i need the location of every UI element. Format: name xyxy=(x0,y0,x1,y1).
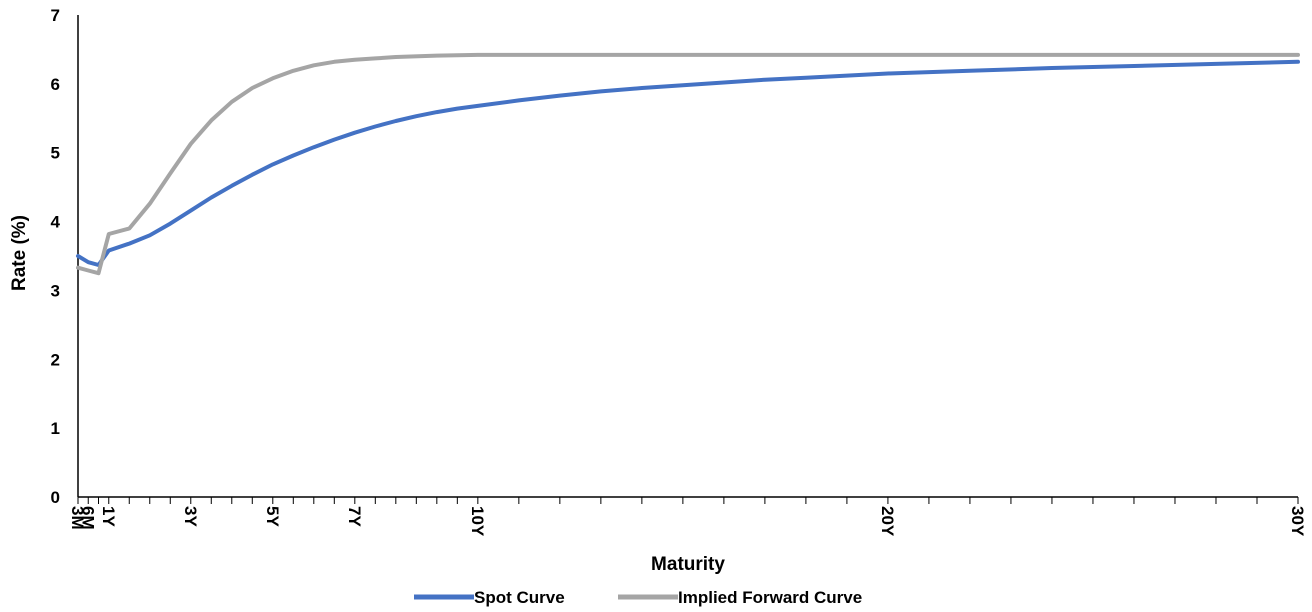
x-tick-label: 20Y xyxy=(878,506,897,537)
y-tick-label: 1 xyxy=(51,419,60,438)
legend: Spot Curve Implied Forward Curve xyxy=(414,588,862,607)
x-tick-label: 7Y xyxy=(345,506,364,527)
implied-forward-curve-line xyxy=(76,52,1300,276)
y-tick-label: 3 xyxy=(51,281,60,300)
y-tick-label: 2 xyxy=(51,350,60,369)
legend-label-spot: Spot Curve xyxy=(474,588,565,607)
y-tick-label: 4 xyxy=(51,213,61,232)
spot-curve-line xyxy=(76,59,1300,267)
y-axis-tick-labels: 0 1 2 3 4 5 6 7 xyxy=(51,6,61,507)
x-axis-ticks xyxy=(77,497,1299,504)
series-lines xyxy=(76,52,1300,276)
x-tick-label: 10Y xyxy=(468,506,487,537)
x-tick-label: 3Y xyxy=(181,506,200,527)
x-tick-label: 1Y xyxy=(99,506,118,527)
x-axis-title: Maturity xyxy=(651,554,725,575)
y-tick-label: 7 xyxy=(51,6,60,25)
x-tick-label: 30Y xyxy=(1288,506,1307,537)
y-tick-label: 6 xyxy=(51,75,60,94)
x-tick-label: 5Y xyxy=(263,506,282,527)
x-tick-label: 3M xyxy=(68,506,87,530)
x-tick-label: 6M xyxy=(78,506,97,530)
y-tick-label: 5 xyxy=(51,144,60,163)
y-tick-label: 0 xyxy=(51,488,60,507)
legend-label-forward: Implied Forward Curve xyxy=(678,588,862,607)
y-axis-title: Rate (%) xyxy=(9,215,30,291)
